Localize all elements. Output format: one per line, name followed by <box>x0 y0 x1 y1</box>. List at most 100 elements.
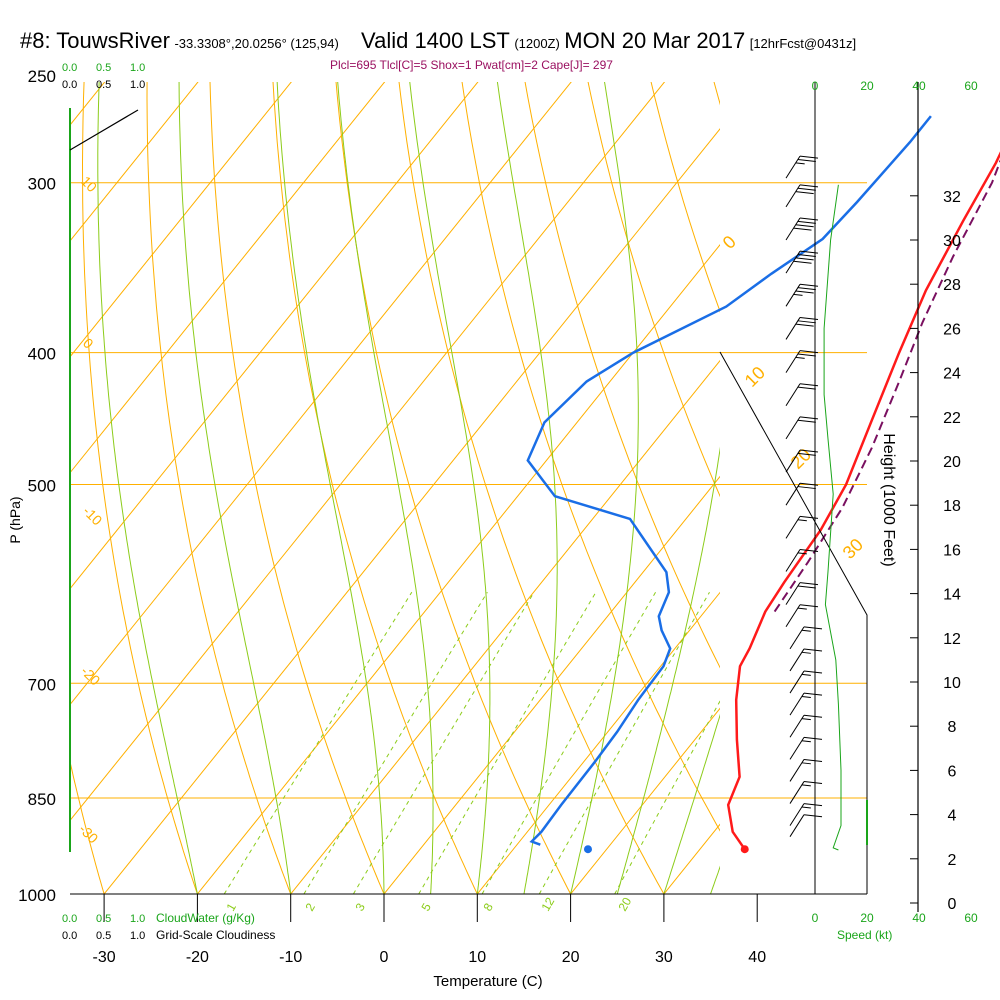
height-tick-label: 28 <box>943 277 961 294</box>
legend-bottom-black-1: 0.5 <box>96 930 111 942</box>
moist-adiabat-label: 30 <box>839 535 867 563</box>
wind-barb-half <box>793 293 803 296</box>
isotherm-line <box>197 244 720 894</box>
wind-barb-half <box>795 356 805 359</box>
height-tick-label: 26 <box>943 321 961 338</box>
wind-barb-flag <box>799 604 819 608</box>
valid-time: Valid 1400 LST <box>361 28 510 53</box>
wind-barb-half <box>801 696 811 699</box>
wind-barb-staff <box>789 626 805 650</box>
isotherm-line <box>383 475 720 894</box>
wind-speed-profile-line <box>823 184 842 851</box>
wind-barb-staff <box>785 350 801 373</box>
speed-tick-label-top: 0 <box>812 79 819 93</box>
wind-barb-flag <box>797 585 816 589</box>
wind-barb-flag <box>799 582 819 586</box>
moist-adiabat-label: 20 <box>787 445 815 473</box>
wind-barb-flag <box>797 320 816 324</box>
wind-barb-staff <box>785 383 801 407</box>
wind-barb-flag <box>799 482 819 486</box>
speed-tick-label-bottom: 20 <box>860 911 874 925</box>
wind-barb <box>785 217 819 241</box>
wind-barb-flag <box>803 758 823 762</box>
legend-bottom-black-0: 0.0 <box>62 930 77 942</box>
wind-barb-flag <box>803 781 823 785</box>
wind-barb <box>785 482 819 506</box>
dry-adiabat-label: -10 <box>80 503 106 529</box>
moist-adiabat-label: 10 <box>741 363 769 391</box>
wind-barb-half <box>801 629 811 632</box>
mixing-ratio-label: 2 <box>302 900 318 913</box>
dry-adiabat-line <box>524 82 720 669</box>
mixing-ratio-line <box>303 591 488 894</box>
legend-bottom-green-1: 0.5 <box>96 913 111 925</box>
station-name: #8: TouwsRiver <box>20 28 170 53</box>
dry-adiabat-line <box>0 51 18 923</box>
height-tick-label: 24 <box>943 366 961 383</box>
wind-barb-staff <box>785 217 801 241</box>
dry-adiabat-line <box>272 82 478 894</box>
wind-barb-flag <box>799 549 819 552</box>
wind-barb-staff <box>785 449 801 473</box>
height-tick-label: 20 <box>943 454 961 471</box>
dry-adiabat-line <box>650 82 720 313</box>
wind-barb-flag <box>797 254 816 258</box>
dry-adiabat-line <box>81 82 198 894</box>
wind-barb <box>785 250 819 274</box>
wind-panel: 0246810121416182022242628303200202040406… <box>69 79 978 925</box>
wind-barb-flag <box>797 486 816 490</box>
wind-barb-flag <box>799 155 819 159</box>
dry-adiabat-line <box>209 82 385 894</box>
speed-tick-label-bottom: 40 <box>912 911 926 925</box>
wind-barb-half <box>797 519 807 522</box>
isotherm-line <box>476 591 720 894</box>
mixing-ratio-lines <box>223 591 720 894</box>
dry-adiabat-line <box>892 51 1000 923</box>
wind-barb <box>789 814 823 837</box>
dry-adiabat-label: 10 <box>78 173 100 195</box>
sounding-profiles <box>526 115 1000 854</box>
wind-barb-staff <box>785 416 801 440</box>
isotherm-line <box>0 75 17 894</box>
mixing-ratio-line <box>352 591 535 894</box>
height-tick-label: 12 <box>943 631 961 648</box>
legend-cloudwater: CloudWater (g/Kg) <box>156 911 255 925</box>
dry-adiabat-line <box>335 82 572 894</box>
dry-adiabat-line <box>461 82 720 832</box>
temperature-tick-label: -30 <box>93 949 116 966</box>
speed-tick-label-bottom: 60 <box>964 911 978 925</box>
wind-barb <box>785 604 819 628</box>
wind-barb-flag <box>799 217 819 221</box>
moist-adiabat-line <box>663 713 720 894</box>
pressure-tick-label: 850 <box>28 790 56 809</box>
height-tick-label: 6 <box>948 763 957 780</box>
wind-barb <box>789 781 823 804</box>
zulu-time: (1200Z) <box>514 36 560 51</box>
wind-barb-flag <box>803 736 823 740</box>
legend-bottom-black-2: 1.0 <box>130 930 145 942</box>
wind-barb <box>785 383 819 407</box>
wind-barb-flag <box>803 670 823 674</box>
wind-barb-staff <box>789 670 805 694</box>
wind-barb-flag <box>793 260 812 264</box>
wind-barb <box>785 350 819 373</box>
legend-top-green-2: 1.0 <box>130 62 145 74</box>
wind-barb <box>785 549 819 572</box>
speed-tick-label-top: 20 <box>860 79 874 93</box>
moist-adiabat-line <box>276 82 385 894</box>
moist-adiabat-line <box>409 82 491 894</box>
speed-tick-label-top: 40 <box>912 79 926 93</box>
surface-dewpoint-marker <box>583 845 592 854</box>
moist-adiabat-line <box>570 82 639 894</box>
wind-barb <box>789 670 823 694</box>
isotherm-line <box>70 82 479 590</box>
moist-adiabat-line <box>337 82 434 894</box>
station-coords: -33.3308°,20.0256° (125,94) <box>174 36 339 51</box>
wind-barb-flag <box>793 227 812 231</box>
height-tick-label: 14 <box>943 587 961 604</box>
legend-speed: Speed (kt) <box>837 928 892 942</box>
temperature-profile-line <box>726 151 1000 850</box>
wind-barb-flag <box>799 283 819 287</box>
wind-barb-flag <box>797 158 816 162</box>
